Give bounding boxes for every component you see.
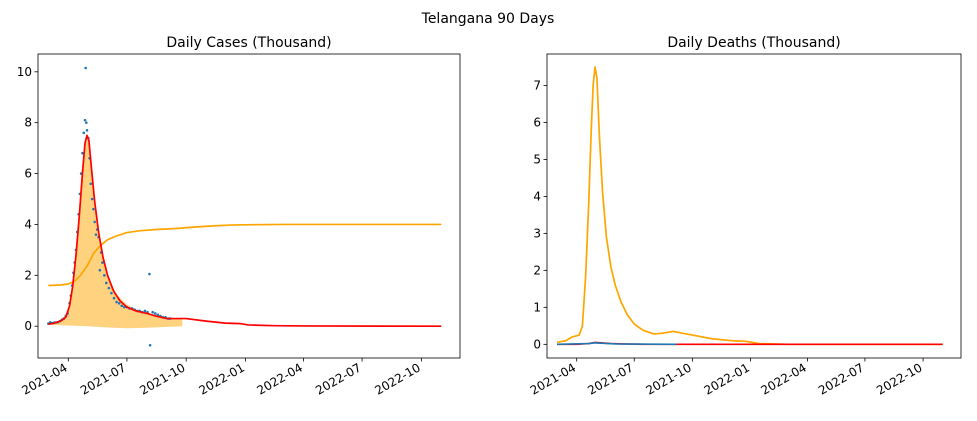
cases-data-point (148, 343, 152, 347)
cases-data-point (110, 291, 113, 295)
cases-data-point (112, 296, 116, 300)
cases-data-point (82, 131, 86, 135)
cases-data-point (156, 313, 160, 317)
cases-data-point (143, 309, 147, 313)
deaths-series-line-2 (557, 341, 677, 346)
deaths-y-tick-label: 1 (533, 300, 541, 314)
cases-data-point (83, 118, 87, 122)
cases-y-tick-label: 0 (24, 319, 32, 333)
cases-data-point (151, 310, 154, 314)
cases-x-tick-label: 2022-10 (372, 360, 422, 397)
cases-data-point (92, 207, 95, 211)
deaths-y-tick-label: 7 (533, 78, 541, 92)
deaths-y-tick-label: 3 (533, 226, 541, 240)
cases-data-point (93, 220, 96, 224)
cases-data-point (104, 281, 108, 285)
deaths-plot-area (556, 66, 943, 346)
cases-data-point (81, 151, 84, 155)
deaths-x-tick-label: 2022-10 (874, 360, 924, 397)
cases-data-point (85, 129, 89, 132)
cases-data-point (85, 121, 88, 124)
cases-data-point (94, 233, 98, 236)
cases-data-point (117, 302, 121, 305)
cases-series-line-1 (48, 223, 442, 287)
cases-data-point (153, 312, 157, 315)
cases-data-point (90, 197, 94, 201)
cases-data-point (103, 274, 106, 277)
cases-x-tick-label: 2021-07 (78, 360, 128, 397)
cases-x-tick-label: 2021-10 (137, 360, 187, 397)
cases-data-point (107, 286, 111, 290)
deaths-x-tick-label: 2021-07 (585, 360, 635, 397)
cases-y-tick-label: 8 (24, 116, 32, 130)
cases-data-point (148, 272, 151, 276)
deaths-y-tick-label: 2 (533, 263, 541, 277)
deaths-y-tick-label: 5 (533, 152, 541, 166)
cases-series-line-3 (48, 134, 442, 328)
cases-x-tick-label: 2022-04 (255, 360, 305, 397)
deaths-y-tick-label: 4 (533, 189, 541, 203)
cases-x-tick-label: 2022-01 (197, 360, 247, 397)
cases-y-tick-label: 6 (24, 167, 32, 181)
deaths-x-tick-label: 2022-07 (816, 360, 866, 397)
deaths-x-tick-label: 2022-01 (702, 360, 752, 397)
cases-fill-area (48, 135, 183, 329)
deaths-x-tick-label: 2021-04 (528, 360, 578, 397)
cases-data-point (89, 182, 93, 186)
deaths-x-tick-label: 2022-04 (758, 360, 808, 397)
cases-data-point (101, 261, 104, 264)
cases-data-point (115, 300, 118, 304)
cases-plot-area (47, 66, 442, 347)
cases-data-point (98, 268, 102, 272)
cases-chart-title: Daily Cases (Thousand) (166, 35, 331, 51)
cases-data-point (120, 304, 124, 308)
cases-x-tick-label: 2022-07 (313, 360, 363, 397)
figure-suptitle: Telangana 90 Days (421, 11, 555, 27)
cases-axes-frame (37, 53, 461, 359)
deaths-axes-frame (546, 53, 962, 359)
deaths-chart-title: Daily Deaths (Thousand) (667, 35, 840, 51)
deaths-y-tick-label: 0 (533, 337, 541, 351)
cases-x-tick-label: 2021-04 (19, 360, 69, 397)
cases-y-tick-label: 4 (24, 217, 32, 231)
cases-data-point (84, 66, 87, 70)
cases-y-tick-label: 10 (17, 65, 32, 79)
cases-y-tick-label: 2 (24, 268, 32, 282)
deaths-y-tick-label: 6 (533, 115, 541, 129)
deaths-x-tick-label: 2021-10 (643, 360, 693, 397)
deaths-series-line-0 (556, 66, 943, 346)
